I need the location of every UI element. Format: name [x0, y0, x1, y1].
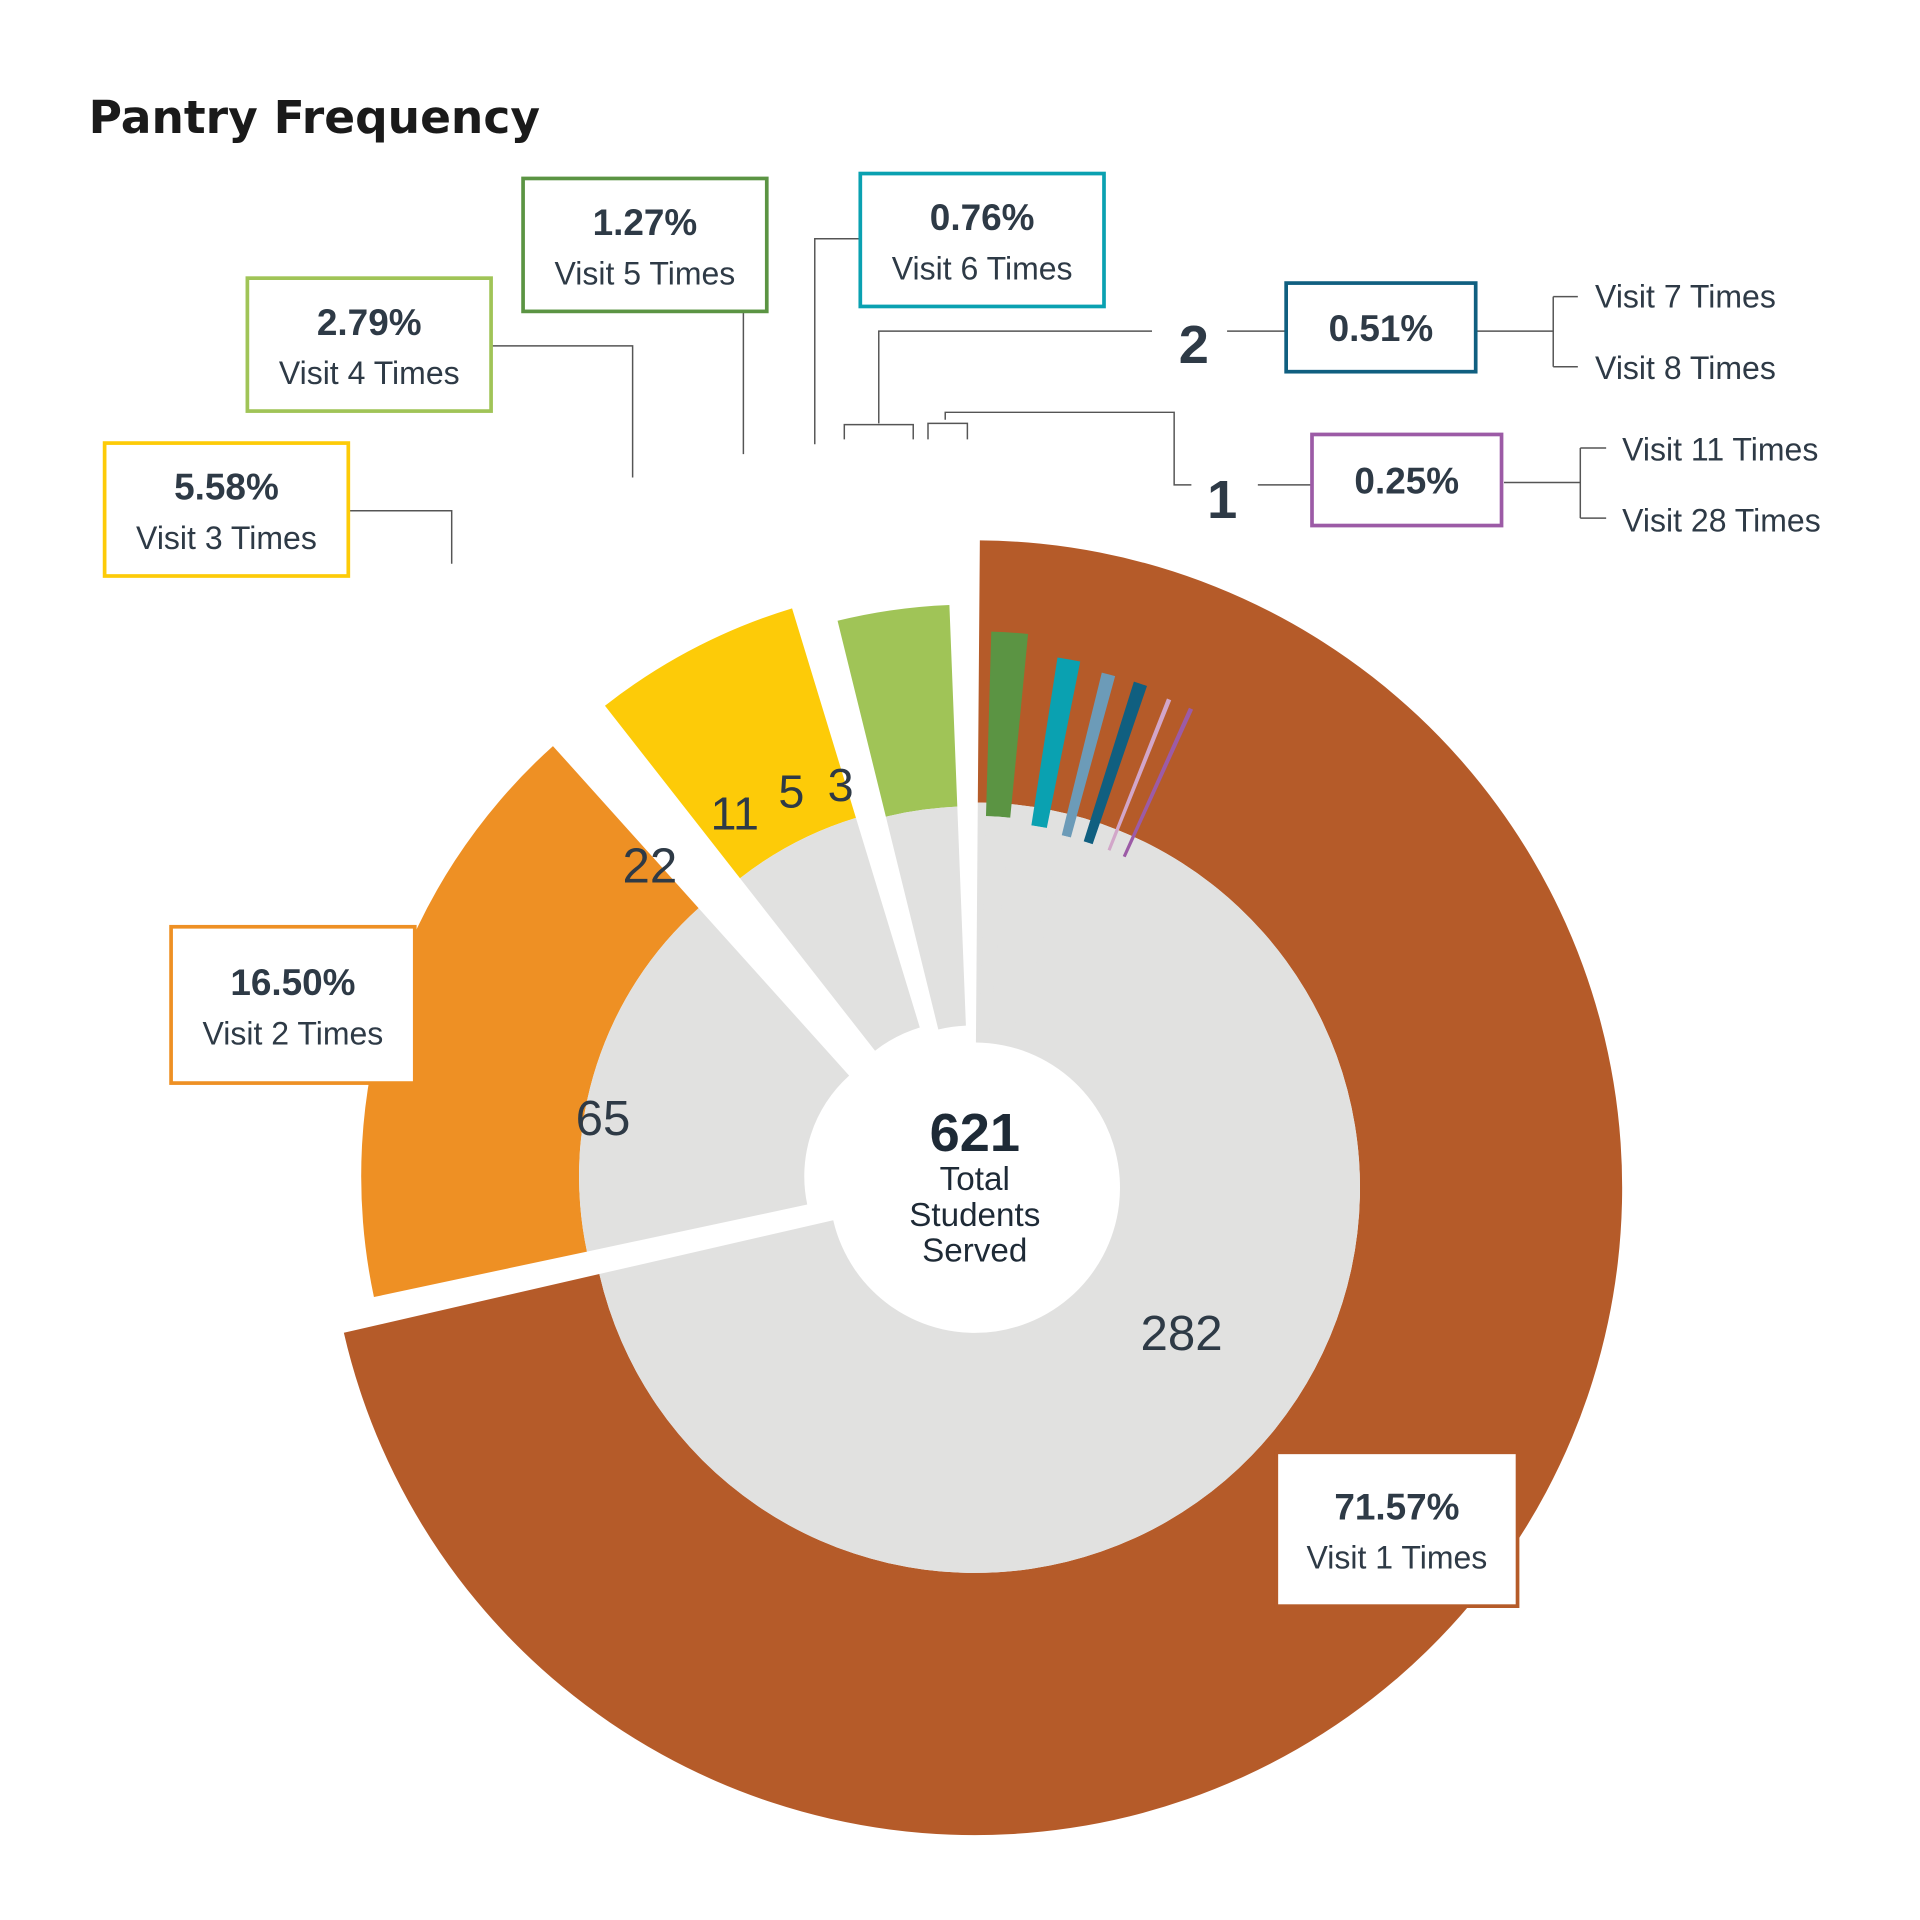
inner-slice-visit-11-times	[1029, 849, 1111, 1050]
group-count: 1	[1207, 470, 1237, 530]
callout-percent: 1.27%	[593, 202, 698, 243]
callout-visit-3-times: 5.58% Visit 3 Times	[102, 441, 351, 578]
callout-visit-1-times: 71.57% Visit 1 Times	[1274, 1450, 1520, 1608]
leader-line	[927, 422, 969, 440]
callout-box	[102, 441, 351, 578]
leader-line	[1504, 447, 1607, 519]
group-percent: 0.25%	[1354, 461, 1459, 502]
center-label-line: Served	[922, 1233, 1027, 1270]
count-label-visit-4-times: 11	[711, 788, 760, 840]
callout-label: Visit 3 Times	[136, 520, 317, 556]
outer-slice-visit-11-times	[1107, 698, 1172, 851]
group-label: Visit 7 Times	[1595, 279, 1776, 315]
inner-slice-visit-4-times	[885, 806, 966, 1030]
group-label: Visit 11 Times	[1622, 431, 1818, 467]
callout-percent: 5.58%	[174, 467, 279, 508]
leader-line	[1476, 295, 1578, 368]
inner-slice-visit-7-times	[1010, 835, 1071, 1045]
outer-slice-visit-3-times	[604, 608, 856, 879]
outer-slice-visit-4-times	[837, 604, 958, 817]
group-callout-visit-7-times-visit-8-times: 2 0.51% Visit 7 Times Visit 8 Times	[1179, 279, 1776, 386]
callout-label: Visit 5 Times	[555, 255, 736, 291]
callout-label: Visit 2 Times	[203, 1015, 384, 1051]
outer-slice-visit-6-times	[1031, 657, 1081, 829]
outer-slice-visit-7-times	[1061, 672, 1116, 838]
callout-label: Visit 1 Times	[1307, 1540, 1488, 1576]
callout-visit-2-times: 16.50% Visit 2 Times	[169, 924, 417, 1085]
inner-slice-visit-28-times	[1035, 856, 1126, 1053]
leader-line	[349, 510, 453, 564]
callout-percent: 2.79%	[317, 302, 422, 343]
outer-slice-visit-8-times	[1083, 681, 1147, 845]
callouts: 71.57% Visit 1 Times 16.50% Visit 2 Times 5.…	[102, 171, 1821, 1608]
center-label-line: Students	[909, 1197, 1040, 1234]
group-box	[1310, 432, 1504, 528]
leader-line	[843, 423, 914, 440]
chart-title: Pantry Frequency	[89, 91, 540, 144]
inner-slice-visit-6-times	[998, 825, 1047, 1039]
count-label-visit-1-times: 282	[1140, 1306, 1222, 1361]
center-total-value: 621	[930, 1103, 1020, 1163]
inner-slice-visit-2-times	[579, 908, 850, 1252]
count-label-visit-2-times: 65	[576, 1091, 631, 1146]
leader-lines	[349, 238, 1607, 564]
center-label-line: Total	[940, 1161, 1010, 1198]
leader-line	[944, 411, 1192, 486]
group-box	[1284, 281, 1478, 374]
group-label: Visit 28 Times	[1622, 503, 1821, 539]
leader-line	[492, 345, 634, 478]
group-label: Visit 8 Times	[1595, 350, 1776, 386]
outer-slice-visit-28-times	[1122, 707, 1194, 858]
group-count: 2	[1179, 315, 1209, 375]
group-callout-visit-11-times-visit-28-times: 1 0.25% Visit 11 Times Visit 28 Times	[1207, 431, 1821, 538]
inner-slice-visit-5-times	[979, 816, 1011, 1036]
callout-percent: 0.76%	[930, 197, 1035, 238]
count-label-visit-6-times: 3	[828, 759, 854, 811]
callout-box	[521, 176, 769, 314]
leader-line	[814, 238, 860, 445]
callout-box	[169, 924, 417, 1085]
inner-slice-visit-1-times	[599, 802, 1361, 1573]
callout-visit-6-times: 0.76% Visit 6 Times	[858, 171, 1106, 309]
count-label-visit-3-times: 22	[622, 838, 677, 893]
callout-label: Visit 6 Times	[892, 250, 1073, 286]
outer-slice-visit-5-times	[985, 631, 1029, 818]
callout-box	[245, 276, 493, 413]
callout-box	[1274, 1450, 1520, 1608]
count-labels: 282 65 22 11 5 3	[576, 759, 1223, 1361]
group-percent: 0.51%	[1329, 308, 1434, 349]
callout-percent: 71.57%	[1334, 1486, 1459, 1527]
leader-line	[878, 330, 1152, 424]
count-label-visit-5-times: 5	[778, 765, 804, 817]
callout-label: Visit 4 Times	[279, 355, 460, 391]
callout-visit-4-times: 2.79% Visit 4 Times	[245, 276, 493, 413]
outer-slice-visit-2-times	[361, 746, 699, 1298]
inner-slice-visit-8-times	[1019, 841, 1093, 1047]
callout-visit-5-times: 1.27% Visit 5 Times	[521, 176, 769, 314]
callout-box	[858, 171, 1106, 309]
callout-percent: 16.50%	[230, 962, 355, 1003]
inner-slice-visit-3-times	[740, 817, 920, 1051]
